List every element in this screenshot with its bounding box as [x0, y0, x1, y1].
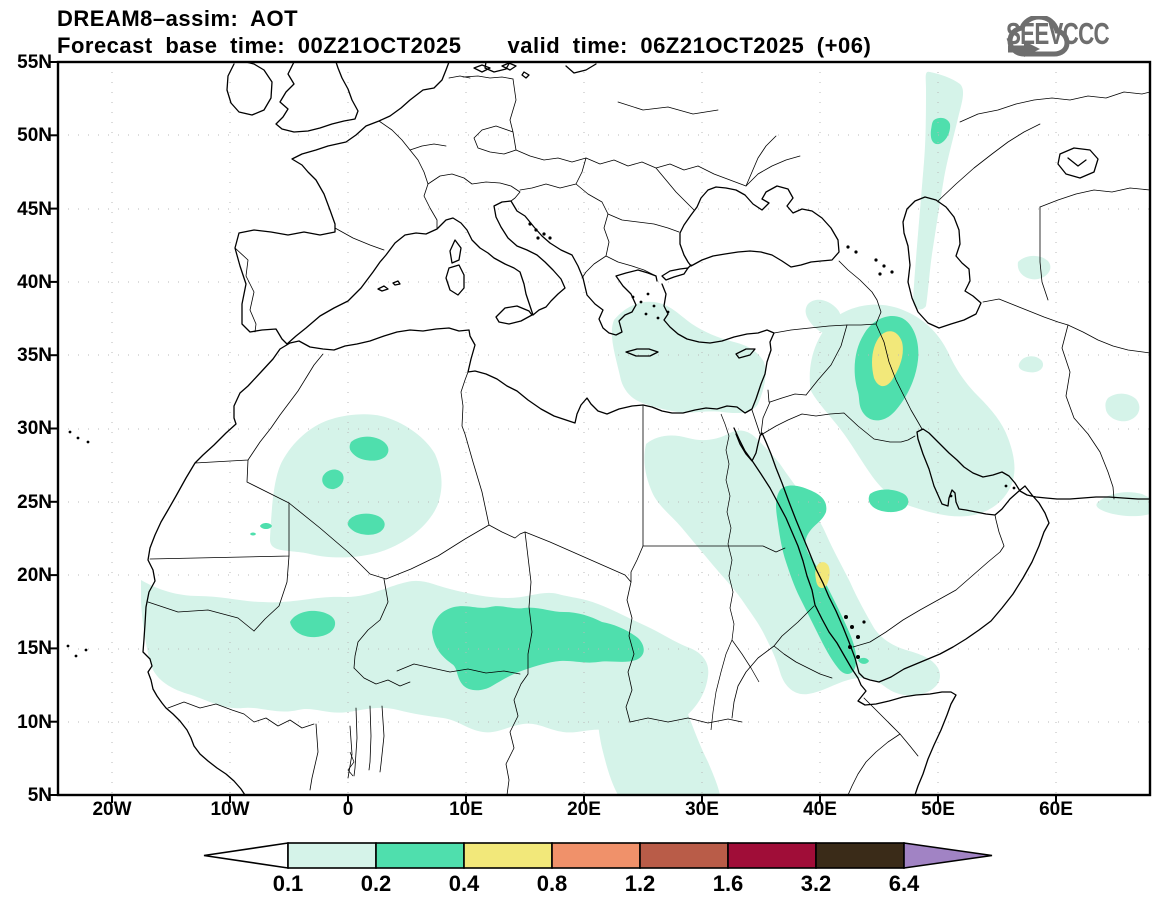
- lat-label-30n: 30N: [17, 418, 52, 439]
- colorbar-label-0.1: 0.1: [272, 871, 304, 896]
- lat-label-50n: 50N: [17, 125, 52, 146]
- lon-label-30e: 30E: [685, 799, 719, 820]
- aot-fill-level-0.1: [141, 71, 1150, 795]
- colorbar-seg-0.8: [551, 842, 641, 869]
- lat-label-45n: 45N: [17, 199, 52, 220]
- lon-label-10w: 10W: [210, 799, 250, 820]
- islands: [66, 62, 1016, 658]
- colorbar-label-3.2: 3.2: [800, 871, 832, 896]
- colorbar-right-arrow: [903, 842, 993, 869]
- lon-label-0: 0: [342, 799, 354, 820]
- valid-time: valid time: 06Z21OCT2025 (+06): [507, 33, 872, 58]
- axis-ticks: [49, 61, 1057, 803]
- lat-label-55n: 55N: [17, 52, 52, 73]
- colorbar-label-1.2: 1.2: [624, 871, 656, 896]
- seevccc-logo: SEEVCCC: [1006, 16, 1149, 57]
- colorbar-seg-3.2: [815, 842, 905, 869]
- coastlines: [142, 62, 1150, 795]
- colorbar-label-0.2: 0.2: [360, 871, 392, 896]
- colorbar-seg-0.4: [463, 842, 553, 869]
- lon-label-20w: 20W: [92, 799, 132, 820]
- colorbar-left-arrow: [203, 842, 289, 869]
- lat-label-20n: 20N: [17, 565, 52, 586]
- rivers: [347, 413, 760, 777]
- lat-label-25n: 25N: [17, 492, 52, 513]
- lat-label-10n: 10N: [17, 712, 52, 733]
- colorbar-label-0.4: 0.4: [448, 871, 480, 896]
- lon-label-40e: 40E: [803, 799, 837, 820]
- map-plot-area: [58, 62, 1150, 795]
- colorbar-seg-1.6: [727, 842, 817, 869]
- colorbar-seg-1.2: [639, 842, 729, 869]
- colorbar-label-1.6: 1.6: [712, 871, 744, 896]
- colorbar-seg-0.2: [375, 842, 465, 869]
- logo-text: SEEVCCC: [1006, 16, 1110, 51]
- colorbar: [203, 842, 993, 869]
- lat-label-40n: 40N: [17, 272, 52, 293]
- lon-label-20e: 20E: [567, 799, 601, 820]
- lat-label-15n: 15N: [17, 638, 52, 659]
- country-borders: [147, 75, 1150, 795]
- graticule-gridlines: [58, 62, 1150, 795]
- plot-title: DREAM8–assim: AOT: [57, 6, 299, 31]
- lon-label-60e: 60E: [1039, 799, 1073, 820]
- plot-subtitle: Forecast base time: 00Z21OCT2025 valid ti…: [57, 33, 871, 59]
- colorbar-label-0.8: 0.8: [536, 871, 568, 896]
- colorbar-seg-0.1: [287, 842, 377, 869]
- forecast-base-time: Forecast base time: 00Z21OCT2025: [57, 33, 462, 58]
- lon-label-50e: 50E: [921, 799, 955, 820]
- cloud-arrow-icon: [1007, 16, 1070, 57]
- lat-label-5n: 5N: [27, 785, 52, 806]
- lat-label-35n: 35N: [17, 345, 52, 366]
- aot-fill-level-0.4: [815, 331, 903, 588]
- colorbar-label-6.4: 6.4: [888, 871, 920, 896]
- lon-label-10e: 10E: [449, 799, 483, 820]
- terrain-hatch-marks: [528, 222, 894, 659]
